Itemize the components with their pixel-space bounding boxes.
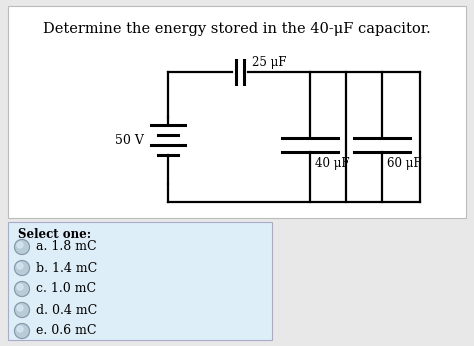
Circle shape	[17, 284, 23, 290]
Circle shape	[17, 263, 23, 269]
Circle shape	[17, 242, 23, 248]
Text: 50 V: 50 V	[115, 135, 144, 147]
Circle shape	[15, 302, 29, 318]
Circle shape	[15, 239, 29, 255]
Text: 25 μF: 25 μF	[252, 56, 286, 69]
Text: c. 1.0 mC: c. 1.0 mC	[36, 282, 96, 295]
FancyBboxPatch shape	[8, 222, 272, 340]
FancyBboxPatch shape	[8, 6, 466, 218]
Text: Select one:: Select one:	[18, 228, 91, 241]
Text: 40 μF: 40 μF	[315, 157, 350, 170]
Circle shape	[15, 282, 29, 297]
Text: a. 1.8 mC: a. 1.8 mC	[36, 240, 97, 254]
Circle shape	[17, 326, 23, 332]
Circle shape	[17, 305, 23, 311]
Circle shape	[15, 324, 29, 338]
Text: 60 μF: 60 μF	[387, 157, 422, 170]
Text: b. 1.4 mC: b. 1.4 mC	[36, 262, 97, 274]
Circle shape	[15, 261, 29, 275]
Text: Determine the energy stored in the 40-μF capacitor.: Determine the energy stored in the 40-μF…	[43, 22, 431, 36]
Text: e. 0.6 mC: e. 0.6 mC	[36, 325, 97, 337]
Text: d. 0.4 mC: d. 0.4 mC	[36, 303, 97, 317]
